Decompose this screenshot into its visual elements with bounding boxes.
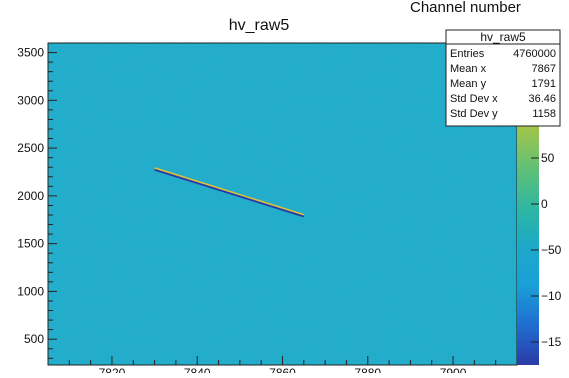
- stats-row-value: 1158: [532, 108, 556, 120]
- y-tick-label: 3000: [17, 93, 44, 107]
- z-tick-label: −15: [541, 335, 562, 349]
- z-tick-label: 50: [541, 151, 555, 165]
- x-tick-label: 7900: [440, 366, 467, 373]
- stats-row-value: 4760000: [513, 48, 556, 60]
- z-tick-label: −10: [541, 289, 562, 303]
- y-tick-label: 500: [24, 332, 44, 346]
- signal-streak: [154, 167, 305, 218]
- stats-row-label: Std Dev y: [450, 108, 498, 120]
- stats-row-label: Entries: [450, 48, 485, 60]
- stats-row-value: 1791: [532, 78, 556, 90]
- y-tick-label: 2500: [17, 141, 44, 155]
- stats-row-value: 36.46: [528, 93, 556, 105]
- z-tick-label: −50: [541, 243, 562, 257]
- z-axis-title: Channel number: [410, 0, 521, 16]
- streak-negative: [154, 168, 305, 218]
- plot-area: [47, 42, 518, 366]
- stats-row-value: 7867: [532, 63, 556, 75]
- stats-row-label: Mean y: [450, 78, 487, 90]
- streak-positive: [154, 167, 305, 216]
- stats-row-label: Mean x: [450, 63, 487, 75]
- plot-noise-texture: [48, 43, 517, 365]
- z-tick-label: 0: [541, 197, 548, 211]
- x-tick-label: 7840: [184, 366, 211, 373]
- y-axis: 500 1000 1500 2000 2500 3000 3500: [17, 42, 57, 359]
- stats-box-frame: [445, 29, 561, 127]
- y-tick-label: 1500: [17, 237, 44, 251]
- stats-box-title: hv_raw5: [480, 30, 526, 44]
- chart-title: hv_raw5: [229, 17, 290, 34]
- y-tick-label: 2000: [17, 189, 44, 203]
- x-tick-label: 7820: [99, 366, 126, 373]
- y-tick-label: 1000: [17, 284, 44, 298]
- x-tick-label: 7860: [269, 366, 296, 373]
- x-tick-label: 7880: [354, 366, 381, 373]
- stats-box-rows: Entries 4760000 Mean x 7867 Mean y 1791 Std De…: [450, 48, 556, 120]
- stats-box: hv_raw5 Entries 4760000 Mean x 7867 Mean y 17…: [445, 29, 561, 127]
- stats-row-label: Std Dev x: [450, 93, 498, 105]
- y-tick-label: 3500: [17, 46, 44, 60]
